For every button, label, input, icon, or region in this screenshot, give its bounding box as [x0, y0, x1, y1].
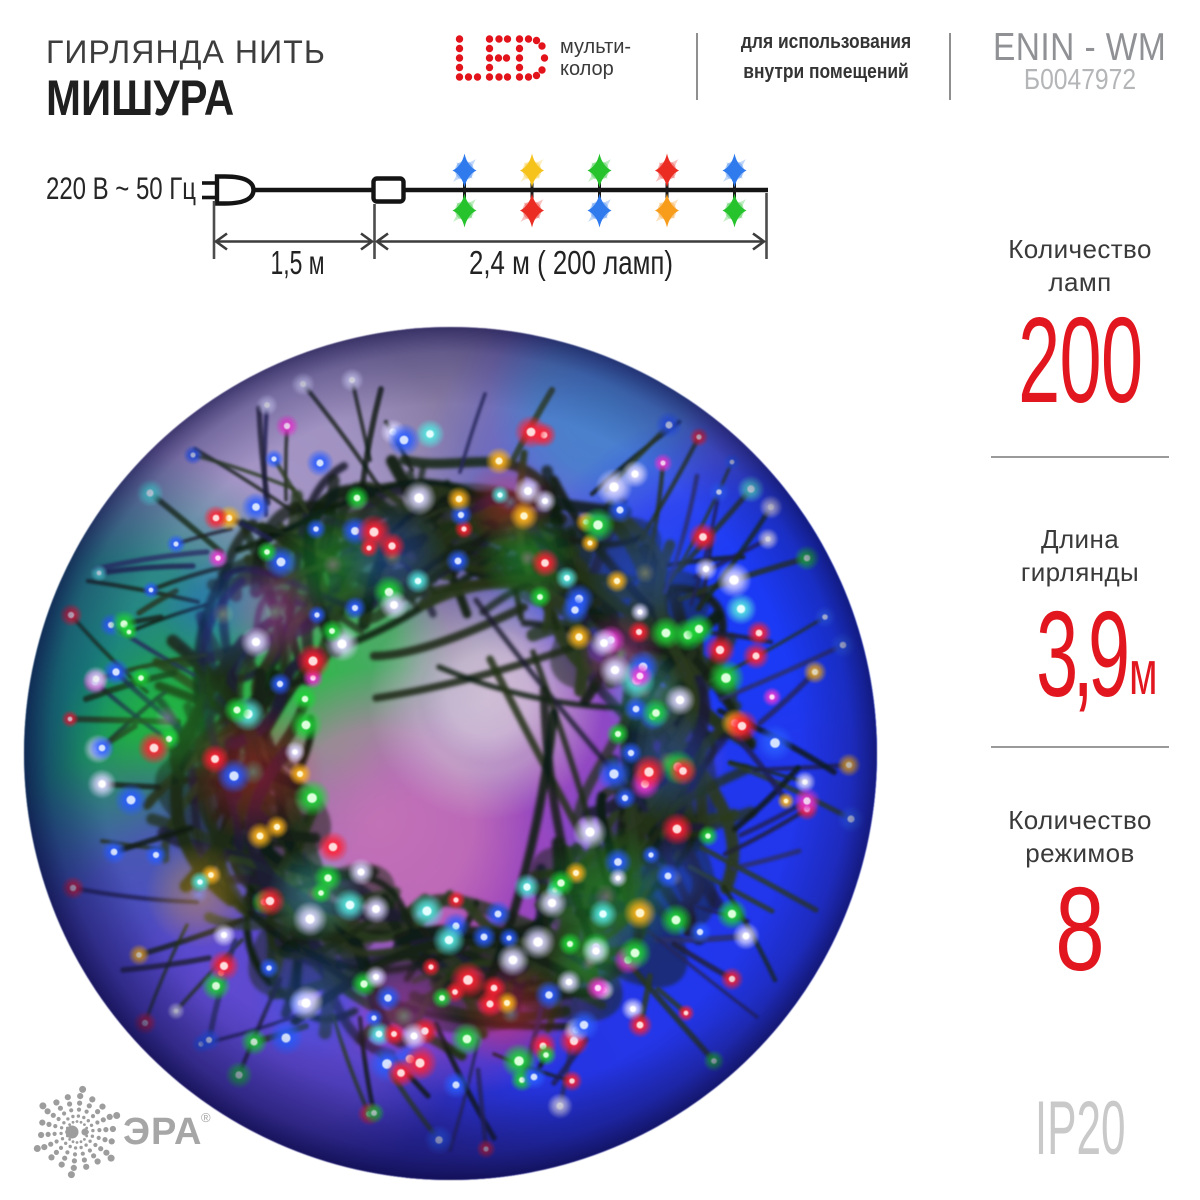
svg-text:220 В ~ 50 Гц: 220 В ~ 50 Гц [46, 170, 196, 206]
svg-text:2,4 м ( 200 ламп): 2,4 м ( 200 ламп) [469, 244, 673, 281]
svg-text:ЭРА: ЭРА [123, 1111, 202, 1153]
svg-text:1,5 м: 1,5 м [271, 244, 325, 281]
svg-text:®: ® [201, 1110, 211, 1125]
